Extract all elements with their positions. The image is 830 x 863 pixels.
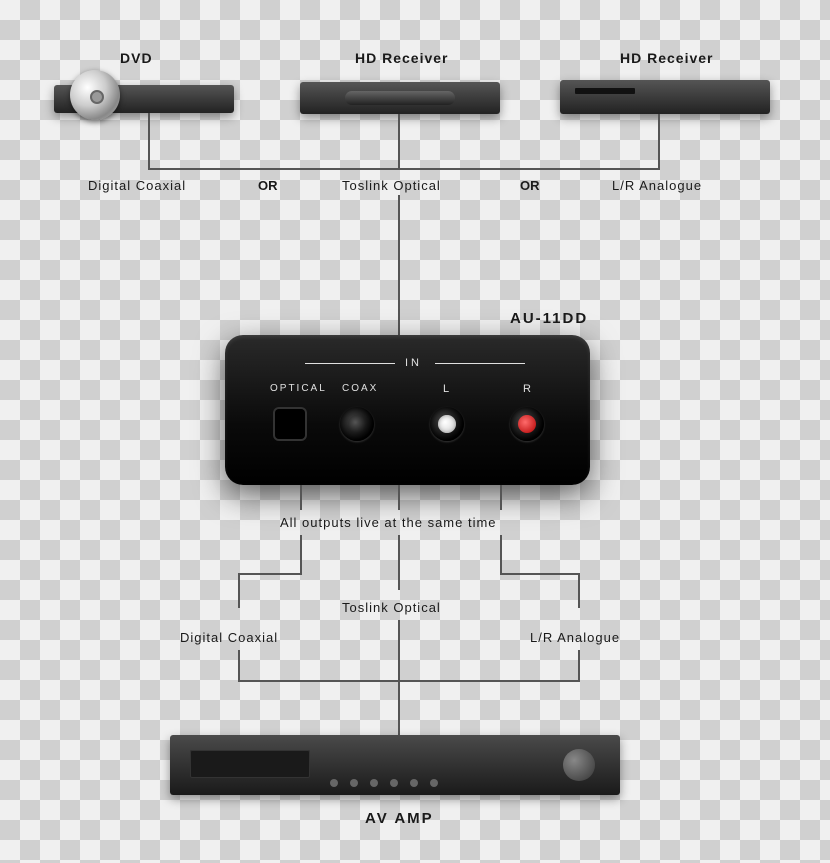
line-fan-a <box>300 535 302 573</box>
port-l-label: L <box>443 383 452 395</box>
amp-btn-3 <box>370 779 378 787</box>
line-unit-out-2 <box>398 485 400 510</box>
amp-display <box>190 750 310 778</box>
line-unit-out-3 <box>500 485 502 510</box>
out-optical-label: Toslink Optical <box>342 600 441 615</box>
amp-btn-2 <box>350 779 358 787</box>
line-to-amp <box>398 680 400 735</box>
line-out-bus <box>238 680 580 682</box>
port-coax-label: COAX <box>342 383 378 394</box>
dvd-title: DVD <box>120 50 153 66</box>
out-coax-label: Digital Coaxial <box>180 630 278 645</box>
coax-jack <box>340 407 374 441</box>
line-coax-down <box>238 650 240 680</box>
line-fan-b <box>398 535 400 590</box>
hd2-conn-label: L/R Analogue <box>612 178 702 193</box>
au-11dd-unit: IN OPTICAL COAX L R <box>225 335 590 485</box>
line-lr-down <box>578 650 580 680</box>
av-amp-title: AV AMP <box>365 810 434 827</box>
optical-port <box>275 409 305 439</box>
out-lr-label: L/R Analogue <box>530 630 620 645</box>
in-bar-left <box>305 363 395 364</box>
outputs-note: All outputs live at the same time <box>280 515 497 530</box>
hd1-title: HD Receiver <box>355 50 449 66</box>
unit-in-label: IN <box>405 357 422 369</box>
line-dvd-down <box>148 113 150 168</box>
line-hd1-down <box>398 114 400 168</box>
line-h-right <box>500 573 580 575</box>
amp-btn-6 <box>430 779 438 787</box>
line-left-down <box>238 573 240 608</box>
line-hd2-down <box>658 114 660 168</box>
or-1: OR <box>258 178 278 193</box>
or-2: OR <box>520 178 540 193</box>
hd-receiver-1 <box>300 82 500 114</box>
amp-btn-5 <box>410 779 418 787</box>
amp-knob-icon <box>563 749 595 781</box>
dvd-conn-label: Digital Coaxial <box>88 178 186 193</box>
port-optical-label: OPTICAL <box>270 383 327 394</box>
dvd-disc-icon <box>70 70 120 120</box>
line-h-left <box>238 573 302 575</box>
left-jack <box>430 407 464 441</box>
line-unit-out-1 <box>300 485 302 510</box>
line-right-down <box>578 573 580 608</box>
in-bar-right <box>435 363 525 364</box>
line-fan-c <box>500 535 502 573</box>
hd1-conn-label: Toslink Optical <box>342 178 441 193</box>
right-jack <box>510 407 544 441</box>
line-opt-down <box>398 620 400 680</box>
amp-btn-1 <box>330 779 338 787</box>
av-amp <box>170 735 620 795</box>
hd2-title: HD Receiver <box>620 50 714 66</box>
port-r-label: R <box>523 383 534 395</box>
line-center-down <box>398 195 400 335</box>
line-source-horiz <box>148 168 660 170</box>
amp-btn-4 <box>390 779 398 787</box>
hd-receiver-2 <box>560 80 770 114</box>
unit-model: AU-11DD <box>510 310 588 327</box>
